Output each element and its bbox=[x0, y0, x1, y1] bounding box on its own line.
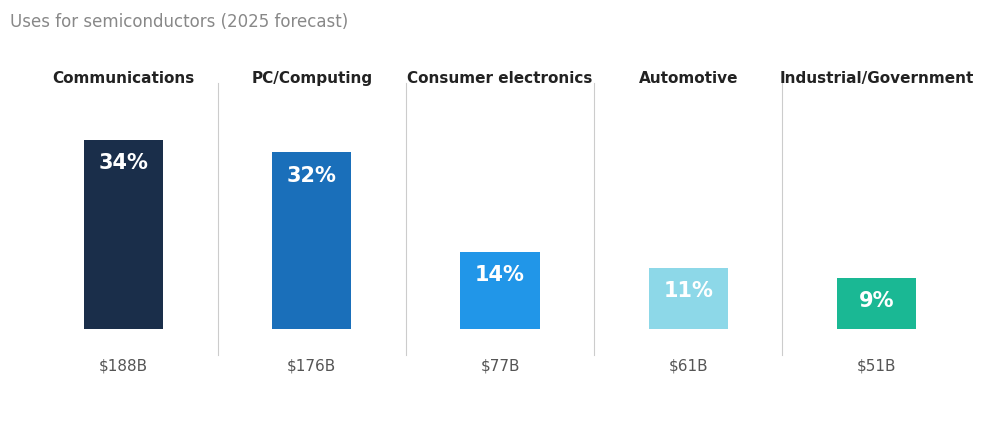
Text: Uses for semiconductors (2025 forecast): Uses for semiconductors (2025 forecast) bbox=[10, 13, 348, 31]
Text: 32%: 32% bbox=[287, 165, 337, 185]
Text: $188B: $188B bbox=[99, 358, 148, 373]
Bar bbox=[649, 268, 728, 330]
Bar bbox=[84, 141, 163, 330]
Text: PC/Computing: PC/Computing bbox=[251, 71, 372, 86]
Text: $77B: $77B bbox=[480, 358, 520, 373]
Text: $176B: $176B bbox=[287, 358, 336, 373]
Text: $51B: $51B bbox=[857, 358, 896, 373]
Bar bbox=[272, 153, 351, 330]
Text: $61B: $61B bbox=[668, 358, 708, 373]
Text: Communications: Communications bbox=[52, 71, 195, 86]
Text: 34%: 34% bbox=[99, 153, 148, 173]
Text: Industrial/Government: Industrial/Government bbox=[779, 71, 974, 86]
Bar bbox=[460, 252, 540, 330]
Bar bbox=[837, 279, 916, 330]
Text: Consumer electronics: Consumer electronics bbox=[407, 71, 593, 86]
Text: 11%: 11% bbox=[663, 280, 713, 301]
Text: 14%: 14% bbox=[475, 264, 525, 284]
Text: Automotive: Automotive bbox=[638, 71, 738, 86]
Text: 9%: 9% bbox=[859, 291, 894, 310]
